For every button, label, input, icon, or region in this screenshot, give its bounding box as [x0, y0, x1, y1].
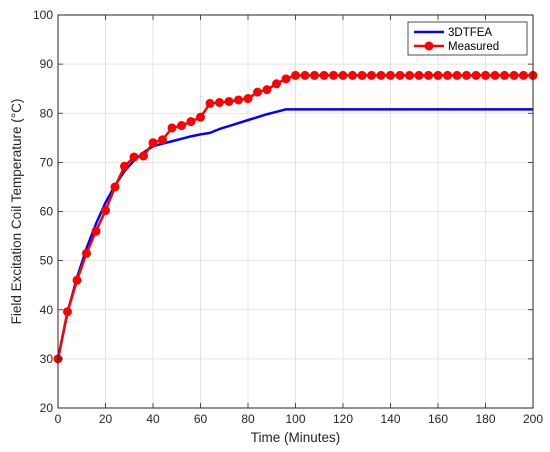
- data-point-measured: [376, 70, 386, 80]
- data-point-measured: [310, 70, 319, 80]
- data-point-measured: [509, 70, 519, 80]
- x-tick-label: 80: [241, 412, 255, 426]
- data-point-measured: [167, 123, 177, 133]
- data-point-measured: [424, 70, 433, 80]
- data-point-measured: [500, 70, 509, 80]
- y-tick-label: 70: [40, 155, 54, 169]
- data-point-measured: [234, 95, 243, 105]
- data-point-measured: [253, 87, 262, 97]
- x-tick-label: 40: [146, 412, 160, 426]
- data-point-measured: [129, 152, 139, 162]
- data-point-measured: [471, 70, 481, 80]
- series-layer: [53, 70, 538, 364]
- x-tick-label: 180: [475, 412, 495, 426]
- data-point-measured: [158, 135, 167, 145]
- data-point-measured: [215, 97, 224, 107]
- data-point-measured: [490, 70, 500, 80]
- y-tick-label: 100: [33, 8, 53, 22]
- data-point-measured: [139, 151, 148, 161]
- data-point-measured: [272, 79, 281, 89]
- x-tick-label: 140: [380, 412, 400, 426]
- x-tick-label: 20: [99, 412, 113, 426]
- data-point-measured: [63, 307, 72, 317]
- x-tick-labels: 0 20 40 60 80 100 120 140 160 180 200: [55, 412, 544, 426]
- data-point-measured: [91, 226, 101, 236]
- data-point-measured: [348, 70, 357, 80]
- data-point-measured: [186, 117, 196, 127]
- data-point-measured: [319, 70, 329, 80]
- data-point-measured: [386, 70, 395, 80]
- data-point-measured: [405, 70, 414, 80]
- data-point-measured: [452, 70, 462, 80]
- legend-label-measured: Measured: [448, 41, 499, 53]
- axis-ticks: [57, 14, 534, 409]
- x-tick-label: 60: [194, 412, 208, 426]
- y-tick-label: 80: [40, 106, 54, 120]
- data-point-measured: [338, 70, 348, 80]
- data-point-measured: [462, 70, 471, 80]
- legend-label-3dtfea: 3DTFEA: [448, 27, 492, 39]
- data-point-measured: [300, 70, 310, 80]
- x-tick-label: 0: [55, 412, 62, 426]
- y-tick-label: 90: [40, 57, 54, 71]
- legend-marker-measured: [424, 41, 434, 51]
- data-point-measured: [357, 70, 367, 80]
- data-point-measured: [224, 96, 234, 106]
- y-tick-labels: 20 30 40 50 60 70 80 90 100: [33, 8, 53, 415]
- data-point-measured: [243, 94, 253, 104]
- x-tick-label: 160: [428, 412, 448, 426]
- data-point-measured: [262, 85, 272, 95]
- y-tick-label: 50: [40, 254, 54, 268]
- x-tick-label: 100: [285, 412, 305, 426]
- x-axis-label: Time (Minutes): [251, 430, 341, 445]
- series-measured: [53, 70, 538, 364]
- data-point-measured: [196, 112, 205, 122]
- data-point-measured: [281, 74, 291, 84]
- x-tick-label: 200: [523, 412, 543, 426]
- data-point-measured: [367, 70, 376, 80]
- y-tick-label: 40: [40, 303, 54, 317]
- data-point-measured: [148, 138, 158, 148]
- data-point-measured: [110, 182, 120, 192]
- y-axis-label: Field Excitation Coil Temperature (°C): [9, 99, 24, 325]
- data-point-measured: [481, 70, 490, 80]
- y-tick-label: 20: [40, 401, 54, 415]
- data-point-measured: [433, 70, 443, 80]
- y-tick-label: 30: [40, 352, 54, 366]
- data-point-measured: [177, 121, 186, 131]
- data-point-measured: [395, 70, 405, 80]
- x-tick-label: 120: [333, 412, 353, 426]
- data-point-measured: [120, 161, 129, 171]
- data-point-measured: [82, 248, 91, 258]
- data-point-measured: [72, 275, 82, 285]
- y-tick-label: 60: [40, 205, 54, 219]
- legend: 3DTFEA Measured: [407, 21, 528, 56]
- data-point-measured: [291, 70, 300, 80]
- data-point-measured: [101, 206, 110, 216]
- data-point-measured: [329, 70, 338, 80]
- data-point-measured: [519, 70, 528, 80]
- data-point-measured: [205, 98, 215, 108]
- data-point-measured: [414, 70, 424, 80]
- data-point-measured: [443, 70, 452, 80]
